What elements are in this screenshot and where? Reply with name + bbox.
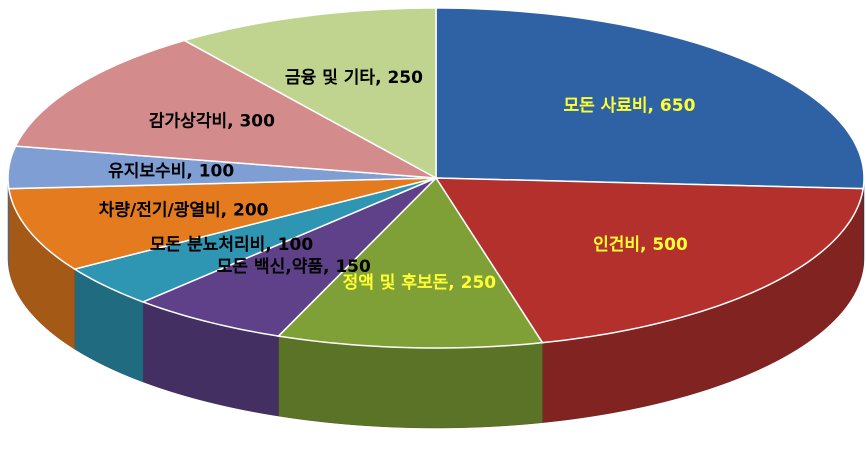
data-label: 모돈 백신,약품, 150 xyxy=(217,256,371,277)
slice xyxy=(7,145,437,190)
data-label: 인건비, 500 xyxy=(593,235,688,255)
slice xyxy=(276,176,544,349)
data-label: 모돈 분뇨처리비, 100 xyxy=(150,235,313,255)
slice xyxy=(7,177,437,270)
slice xyxy=(72,177,437,303)
data-label: 유지보수비, 100 xyxy=(108,161,234,181)
slice-side xyxy=(278,335,543,429)
slice xyxy=(14,39,437,179)
data-label: 정액 및 후보돈, 250 xyxy=(343,272,497,293)
slice xyxy=(140,177,437,337)
slice xyxy=(182,7,437,180)
data-label: 금융 및 기타, 250 xyxy=(285,68,423,88)
slice xyxy=(435,7,865,190)
data-label: 모돈 사료비, 650 xyxy=(563,96,695,116)
slice xyxy=(434,177,865,344)
data-label: 차량/전기/광열비, 200 xyxy=(99,201,269,221)
data-label: 감가상각비, 300 xyxy=(149,112,275,132)
